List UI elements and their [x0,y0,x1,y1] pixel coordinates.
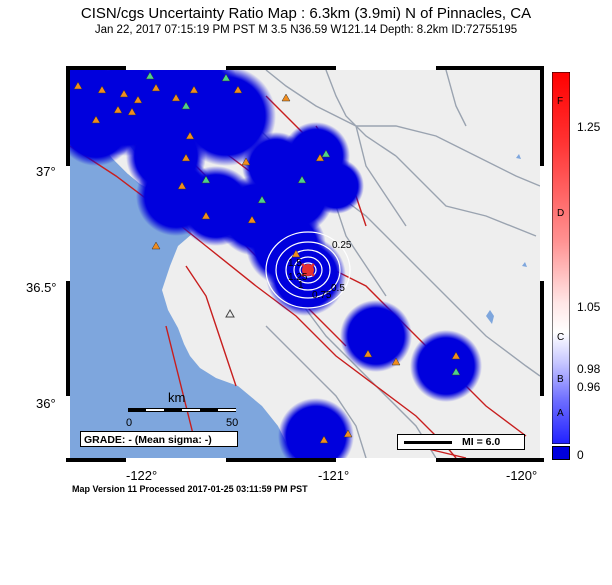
seismic-stations [73,81,461,444]
mi-legend: MI = 6.0 [397,434,525,450]
event-subtitle: Jan 22, 2017 07:15:19 PM PST M 3.5 N36.5… [94,24,518,36]
mi-legend-line [404,441,452,444]
colorbar-value-0: 0 [577,448,584,462]
contour-label-15: 1.5 [288,258,302,269]
contour-label-125: 1.25 [288,272,308,283]
colorbar-grade-c: C [557,332,565,343]
scale-bar: km 0 50 [126,390,238,429]
contour-label-075: 0.75 [312,290,332,301]
map-version-footer: Map Version 11 Processed 2017-01-25 03:1… [72,484,308,494]
contour-label-05: 0.5 [331,283,345,294]
strong-motion-stations [145,71,461,376]
colorbar-value-105: 1.05 [577,300,601,314]
colorbar-value-096: 0.96 [577,380,601,394]
colorbar [552,72,570,444]
lon-label-120: -120° [506,468,538,483]
map-title: CISN/cgs Uncertainty Ratio Map : 6.3km (… [80,5,532,22]
ocean-area [70,70,294,458]
lon-label-121: -121° [318,468,350,483]
grade-box: GRADE: - (Mean sigma: -) [80,431,238,447]
lon-label-122: -122° [126,468,158,483]
contour-label-025: 0.25 [332,240,352,251]
scale-start: 0 [126,417,132,429]
lat-label-36: 36° [36,396,56,411]
epicenter-contours [265,231,351,309]
colorbar-grade-b: B [557,374,564,385]
mi-legend-text: MI = 6.0 [462,436,501,448]
lat-label-37: 37° [36,164,56,179]
colorbar-value-125: 1.25 [577,120,601,134]
contour-label-1: 1 [298,280,304,291]
observation-marker [225,308,235,318]
colorbar-grade-d: D [557,208,565,219]
colorbar-zero-swatch [552,446,570,460]
colorbar-value-098: 0.98 [577,362,601,376]
lat-label-365: 36.5° [26,280,57,295]
colorbar-grade-f: F [557,96,564,107]
scale-end: 50 [226,417,238,429]
scale-unit: km [168,390,185,405]
epicenter-star [301,263,315,277]
uncertainty-map[interactable]: 0.25 0.5 0.75 1.5 1.25 1 [66,66,544,462]
colorbar-grade-a: A [557,408,564,419]
